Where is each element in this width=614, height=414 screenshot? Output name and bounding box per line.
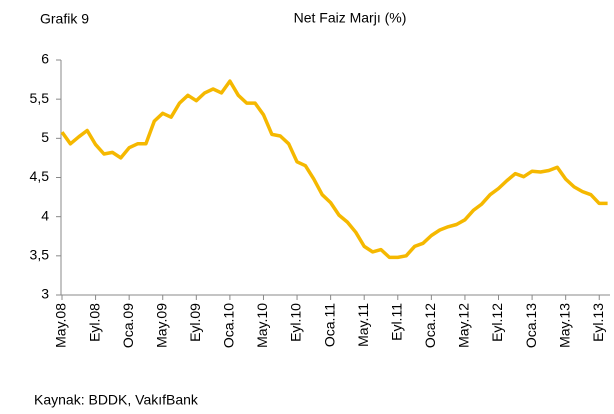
y-tick-label: 6 xyxy=(41,51,49,67)
x-tick-label: Eyl.11 xyxy=(388,303,404,341)
x-tick-label: Oca.11 xyxy=(321,303,337,347)
x-tick-label: Eyl.13 xyxy=(590,303,606,342)
chart-title: Net Faiz Marjı (%) xyxy=(294,10,407,26)
y-tick-label: 3 xyxy=(41,286,49,302)
x-tick-label: Oca.09 xyxy=(120,303,136,348)
x-tick-label: Eyl.10 xyxy=(288,303,304,342)
x-tick-label: May.12 xyxy=(456,303,472,348)
x-tick-label: Eyl.09 xyxy=(187,303,203,342)
y-tick-label: 4 xyxy=(41,207,49,223)
y-tick-label: 5,5 xyxy=(30,90,50,106)
x-tick-label: May.13 xyxy=(556,303,572,348)
y-tick-label: 4,5 xyxy=(30,168,50,184)
x-tick-label: May.08 xyxy=(53,303,69,348)
x-tick-label: May.10 xyxy=(254,303,270,348)
x-tick-label: Eyl.12 xyxy=(489,303,505,342)
x-tick-label: Oca.10 xyxy=(221,303,237,348)
x-tick-label: Eyl.08 xyxy=(86,303,102,342)
y-tick-label: 5 xyxy=(41,129,49,145)
x-tick-label: May.11 xyxy=(355,303,371,347)
source: Kaynak: BDDK, VakıfBank xyxy=(34,392,199,408)
x-tick-label: Oca.12 xyxy=(422,303,438,348)
line xyxy=(60,79,608,260)
x-tick-label: May.09 xyxy=(153,303,169,348)
y-tick-label: 3,5 xyxy=(30,247,50,263)
x-tick-label: Oca.13 xyxy=(523,303,539,348)
chart-label: Grafik 9 xyxy=(40,11,89,27)
